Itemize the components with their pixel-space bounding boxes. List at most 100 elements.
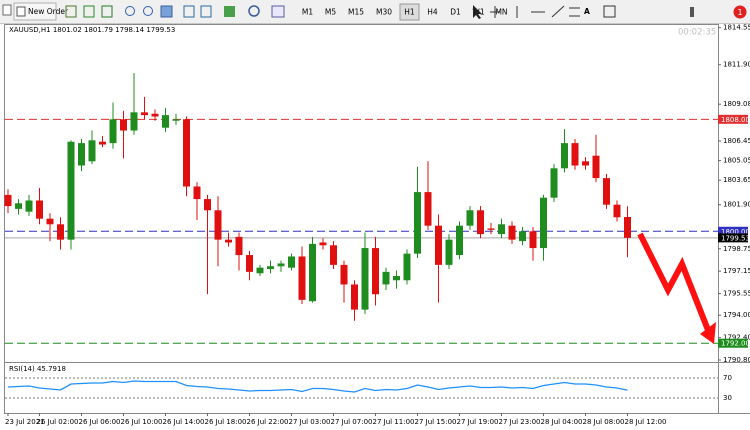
- y-tick-label: 1797.15: [723, 267, 750, 275]
- templates-icon[interactable]: [271, 5, 285, 18]
- candle-body: [466, 210, 474, 226]
- candle-body: [393, 276, 400, 281]
- candle-body: [529, 231, 537, 249]
- x-tick-label: 27 Jul 07:00: [331, 418, 373, 426]
- candle-body: [277, 263, 285, 267]
- candle-body: [582, 161, 589, 166]
- arrow-tool[interactable]: [690, 7, 694, 17]
- candle-body: [435, 225, 442, 265]
- candle-body: [78, 143, 85, 166]
- y-tick-label: 1794.00: [723, 311, 750, 319]
- timeframe-button[interactable]: [399, 3, 420, 21]
- autoscroll-icon[interactable]: [200, 5, 212, 18]
- label-tool[interactable]: [603, 5, 616, 18]
- timeframe-button[interactable]: [372, 4, 396, 20]
- indicators-icon[interactable]: [224, 6, 235, 17]
- tool-icon[interactable]: [65, 5, 77, 18]
- timeframe-label[interactable]: M1: [302, 8, 313, 17]
- x-tick-label: 27 Jul 23:00: [499, 418, 541, 426]
- shift-icon[interactable]: [183, 5, 195, 18]
- candle-body: [88, 140, 96, 162]
- x-tick-label: 28 Jul 12:00: [625, 418, 667, 426]
- candle-body: [414, 192, 421, 254]
- rsi-tick-label: 30: [723, 394, 732, 402]
- candle-body: [624, 217, 631, 238]
- candle-body: [561, 143, 568, 169]
- x-tick-label: 26 Jul 18:00: [205, 418, 247, 426]
- candle-body: [172, 119, 180, 121]
- candle-body: [193, 186, 201, 200]
- timeframe-button[interactable]: [423, 4, 442, 20]
- tool-icon[interactable]: [83, 5, 95, 18]
- y-tick-label: 1801.90: [723, 201, 750, 209]
- candle-body: [603, 178, 610, 205]
- new-order-label[interactable]: New Order: [28, 7, 69, 16]
- trend-arrow-head: [700, 322, 716, 344]
- candle-body: [498, 224, 505, 235]
- timeframe-label[interactable]: MN: [495, 8, 507, 17]
- candle-body: [340, 264, 348, 285]
- candle-body: [456, 225, 463, 256]
- x-tick-label: 23 Jul 2021: [5, 418, 45, 426]
- cursor-icon[interactable]: [473, 5, 482, 19]
- y-tick-label: 1803.65: [723, 176, 750, 184]
- zoom-out[interactable]: [143, 6, 153, 16]
- candle-body: [361, 248, 369, 310]
- timeframe-label[interactable]: M5: [325, 8, 336, 17]
- candle-body: [351, 284, 358, 310]
- y-tick-label: 1792.40: [723, 334, 750, 342]
- price-tag: [718, 233, 748, 243]
- text-tool[interactable]: A: [584, 7, 590, 16]
- y-tick-label: 1811.90: [723, 61, 750, 69]
- timeframe-button[interactable]: [492, 4, 511, 20]
- timeframe-label[interactable]: D1: [450, 8, 461, 17]
- candle-body: [15, 203, 22, 209]
- price-tag-label: 1792.00: [721, 340, 750, 348]
- candle-body: [550, 168, 558, 198]
- timeframe-label[interactable]: M30: [376, 8, 392, 17]
- zoom-in[interactable]: [125, 6, 135, 16]
- trendline-icon[interactable]: [551, 5, 565, 18]
- candle-body: [183, 119, 190, 187]
- candle-body: [571, 143, 579, 166]
- timeframe-button[interactable]: [321, 4, 340, 20]
- new-order-icon: [16, 6, 26, 17]
- candle-body: [592, 155, 600, 179]
- trend-arrow: [637, 232, 711, 332]
- toolbar: New Order M1M5M15M30H1H4D1W1MN A 1: [0, 0, 750, 24]
- candle-body: [403, 253, 411, 281]
- periods-icon[interactable]: [248, 5, 260, 17]
- timeframe-button[interactable]: [344, 4, 368, 20]
- candle-body: [267, 266, 274, 270]
- timeframe-button[interactable]: [298, 4, 317, 20]
- candle-body: [204, 199, 211, 211]
- candle-body: [109, 119, 117, 144]
- candle-body: [25, 200, 33, 212]
- notification-count: 1: [737, 8, 742, 17]
- y-tick-label: 1814.55: [723, 24, 750, 32]
- candle-body: [424, 192, 432, 226]
- candle-body: [477, 210, 484, 235]
- x-tick-label: 27 Jul 03:00: [289, 418, 331, 426]
- candle-body: [246, 255, 253, 272]
- candle-body: [288, 256, 295, 268]
- tool-icon[interactable]: [101, 5, 113, 18]
- y-tick-label: 1790.80: [723, 356, 750, 364]
- rsi-title: RSI(14) 45.7918: [9, 365, 66, 373]
- notification-badge[interactable]: [733, 5, 747, 19]
- timeframe-label[interactable]: M15: [348, 8, 364, 17]
- y-tick-label: 1809.08: [723, 100, 750, 108]
- timeframe-label[interactable]: H1: [404, 8, 415, 17]
- x-tick-label: 26 Jul 22:00: [247, 418, 289, 426]
- chart-frame: [4, 24, 719, 414]
- timeframe-button[interactable]: [446, 4, 465, 20]
- candle-body: [36, 200, 43, 219]
- candle-body: [540, 197, 547, 249]
- timeframe-label[interactable]: H4: [427, 8, 438, 17]
- chart-icon[interactable]: [2, 4, 12, 16]
- tile-icon[interactable]: [160, 5, 173, 18]
- candle-body: [235, 236, 243, 256]
- price-tag-label: 1808.00: [721, 116, 750, 124]
- candle-body: [372, 248, 379, 295]
